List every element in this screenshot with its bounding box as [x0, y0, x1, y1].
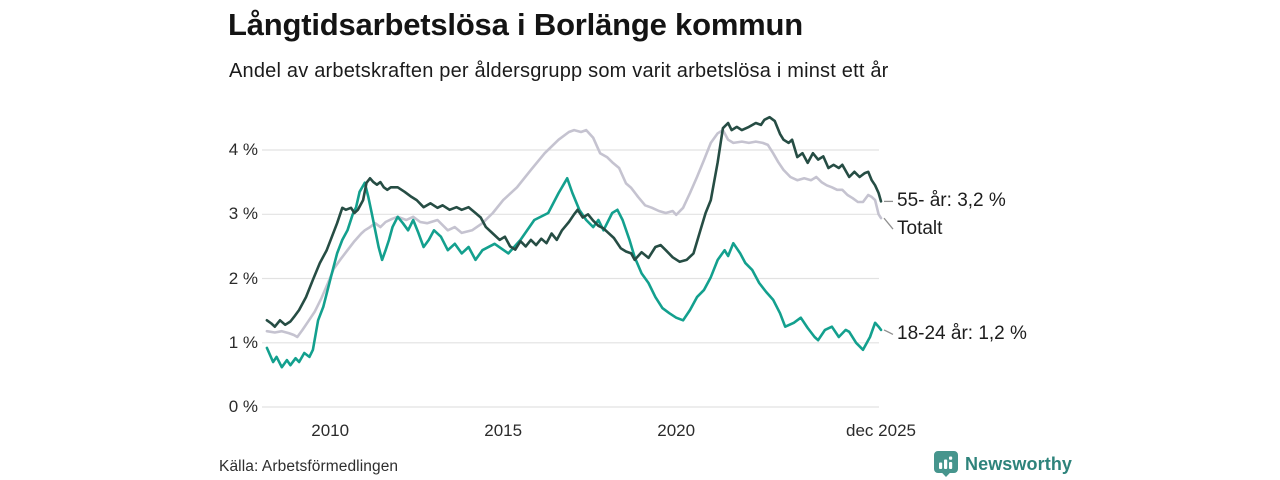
- x-axis-tick-label: 2010: [311, 421, 350, 440]
- x-axis-tick-label: 2020: [657, 421, 696, 440]
- series-line-Totalt: [265, 128, 883, 339]
- newsworthy-badge-icon: [934, 451, 958, 477]
- series-end-label-18-24 år: 18-24 år: 1,2 %: [897, 323, 1027, 345]
- chart-subtitle: Andel av arbetskraften per åldersgrupp s…: [229, 60, 889, 82]
- annotation-connector: [883, 217, 894, 230]
- newsworthy-wordmark: Newsworthy: [965, 453, 1073, 474]
- series-line-18-24 år: [265, 177, 883, 369]
- chart-title: Långtidsarbetslösa i Borlänge kommun: [228, 7, 804, 42]
- x-axis-tick-label: 2015: [484, 421, 523, 440]
- y-axis-tick-label: 0 %: [228, 397, 258, 416]
- x-axis-tick-label: dec 2025: [846, 421, 916, 440]
- y-axis-tick-label: 3 %: [228, 204, 258, 224]
- y-axis-tick-label: 4 %: [228, 140, 258, 159]
- annotation-connector: [883, 329, 894, 335]
- newsworthy-logo[interactable]: Newsworthy: [934, 451, 1072, 477]
- series-line-55- år: [265, 115, 883, 329]
- series-end-label-Totalt: Totalt: [897, 218, 943, 240]
- y-axis-tick-label: 1 %: [228, 332, 258, 352]
- source-attribution: Källa: Arbetsförmedlingen: [219, 458, 399, 475]
- series-end-label-55- år: 55- år: 3,2 %: [897, 190, 1006, 212]
- y-axis-tick-label: 2 %: [228, 268, 258, 288]
